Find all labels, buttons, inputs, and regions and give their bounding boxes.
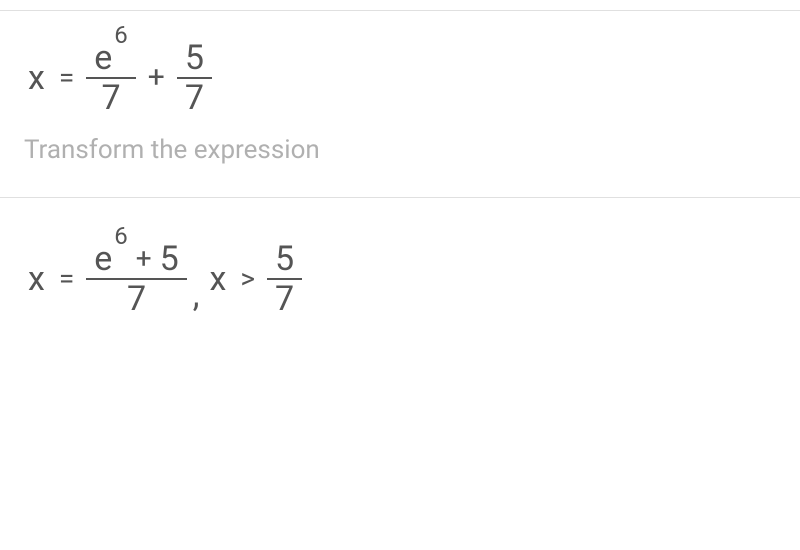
step2-cond-frac-num: 5	[267, 240, 302, 278]
step1-frac1-power: e 6	[94, 41, 128, 75]
step2-frac: e 6 + 5 7	[86, 240, 187, 318]
step1-frac2-num: 5	[177, 39, 212, 77]
step1-frac1: e 6 7	[86, 39, 136, 117]
step2-frac-plus: +	[128, 245, 160, 273]
step2-comma: ,	[189, 278, 206, 318]
step2-equation-block: x = e 6 + 5 7 , x > 5 7	[0, 198, 800, 336]
step1-frac2: 5 7	[177, 39, 212, 117]
step2-frac-power: e 6	[94, 242, 128, 276]
step2-frac-base: e	[94, 242, 112, 276]
step1-equation-block: x = e 6 7 + 5 7	[0, 11, 800, 135]
step2-equation: x = e 6 + 5 7 , x > 5 7	[24, 240, 776, 318]
step2-cond-frac: 5 7	[267, 240, 302, 318]
step1-equals: =	[49, 64, 84, 92]
math-steps-page: x = e 6 7 + 5 7 Transform the expression	[0, 0, 800, 550]
step2-cond-frac-den: 7	[267, 280, 302, 318]
step1-frac1-exp: 6	[114, 23, 128, 47]
step1-plus: +	[138, 63, 175, 93]
step2-frac-den: 7	[119, 280, 154, 318]
step2-frac-exp: 6	[114, 224, 128, 248]
step1-frac1-num: e 6	[86, 39, 136, 77]
step2-lhs-var: x	[24, 262, 49, 296]
step1-lhs-var: x	[24, 61, 49, 95]
step2-cond-rel: >	[230, 265, 265, 293]
step1-caption: Transform the expression	[0, 135, 800, 165]
step2-cond-var: x	[205, 262, 230, 296]
step2-frac-num: e 6 + 5	[86, 240, 187, 278]
step1-frac1-base: e	[94, 41, 112, 75]
step2-equals: =	[49, 265, 84, 293]
step1-frac2-den: 7	[177, 79, 212, 117]
step2-frac-const: 5	[160, 242, 179, 276]
step1-equation: x = e 6 7 + 5 7	[24, 39, 776, 117]
step1-frac1-den: 7	[93, 79, 128, 117]
